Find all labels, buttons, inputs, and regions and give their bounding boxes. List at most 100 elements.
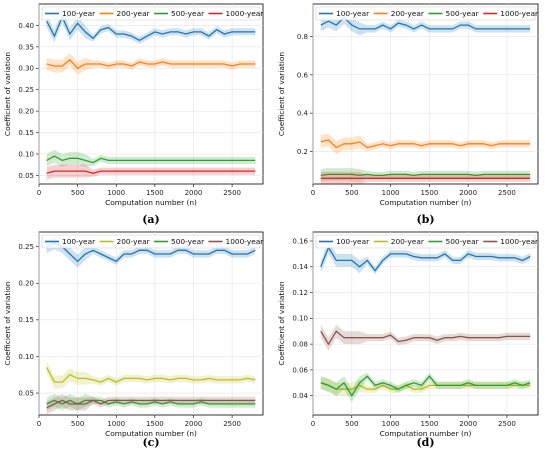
legend-box xyxy=(315,6,536,21)
x-tick-label: 1000 xyxy=(107,189,125,197)
x-tick-label: 0 xyxy=(37,189,41,197)
legend-label: 500-year xyxy=(171,9,205,18)
x-tick-label: 1000 xyxy=(107,420,125,428)
y-tick-label: 0.15 xyxy=(18,129,34,137)
legend-label: 1000-year xyxy=(500,9,539,18)
y-tick-label: 0.04 xyxy=(292,392,308,400)
y-tick-label: 0.15 xyxy=(18,316,34,324)
legend-label: 500-year xyxy=(446,237,480,246)
legend-label: 1000-year xyxy=(226,9,265,18)
chart-panel-1: 0.05 0.10 0.15 0.20 0.25 0.30 0.35 0.40 0 500 1000… xyxy=(3,3,265,226)
legend-box xyxy=(41,6,261,21)
legend-label: 100-year xyxy=(336,237,370,246)
x-tick-label: 2000 xyxy=(459,189,477,197)
legend-box xyxy=(41,234,261,249)
series-band-1000-year xyxy=(46,164,256,180)
x-tick-label: 500 xyxy=(71,420,84,428)
series-line-1000-year xyxy=(46,170,256,174)
series-500-year xyxy=(320,372,531,403)
plot-area xyxy=(312,3,539,185)
series-1000-year xyxy=(320,171,531,185)
legend: 100-year 200-year 500-year 1000-year xyxy=(41,234,264,249)
series-line-1000-year xyxy=(320,330,531,346)
x-tick-label: 2500 xyxy=(223,189,241,197)
y-axis-label: Coefficient of variation xyxy=(3,52,12,136)
x-axis-label: Computation number (n) xyxy=(105,429,197,438)
series-100-year xyxy=(46,236,256,268)
x-tick-label: 1500 xyxy=(420,189,438,197)
series-band-100-year xyxy=(46,10,256,44)
legend-label: 200-year xyxy=(391,9,425,18)
series-line-100-year xyxy=(46,15,256,42)
legend-label: 100-year xyxy=(336,9,370,18)
plot-area xyxy=(38,231,264,416)
series-band-500-year xyxy=(320,372,531,403)
panel-caption: (b) xyxy=(416,213,434,226)
x-axis-label: Computation number (n) xyxy=(380,198,472,207)
x-axis-label: Computation number (n) xyxy=(105,198,197,207)
y-tick-label: 0.05 xyxy=(18,172,34,180)
series-band-500-year xyxy=(46,149,256,167)
x-tick-label: 1500 xyxy=(146,420,164,428)
chart-panel-3: 0.05 0.10 0.15 0.20 0.25 0 500 1000 1500 2000 2500… xyxy=(3,231,264,449)
x-tick-label: 1000 xyxy=(382,420,400,428)
legend-label: 200-year xyxy=(391,237,425,246)
series-line-100-year xyxy=(320,16,531,30)
x-tick-label: 2000 xyxy=(459,420,477,428)
series-line-500-year xyxy=(320,375,531,397)
series-100-year xyxy=(320,241,531,275)
series-line-1000-year xyxy=(46,399,256,409)
legend-label: 100-year xyxy=(62,9,96,18)
y-axis-label: Coefficient of variation xyxy=(3,281,12,365)
y-tick-label: 0.8 xyxy=(297,33,308,41)
series-line-500-year xyxy=(320,173,531,177)
series-line-500-year xyxy=(46,399,256,405)
series-1000-year xyxy=(46,393,256,415)
y-tick-label: 0.06 xyxy=(292,366,308,374)
x-tick-label: 1000 xyxy=(382,189,400,197)
series-band-200-year xyxy=(320,133,531,154)
y-tick-label: 0.20 xyxy=(18,108,34,116)
x-tick-label: 2500 xyxy=(223,420,241,428)
y-tick-label: 0.05 xyxy=(18,389,34,397)
y-tick-label: 0.2 xyxy=(297,148,308,156)
series-line-100-year xyxy=(320,246,531,272)
x-tick-label: 0 xyxy=(311,420,315,428)
series-band-500-year xyxy=(46,393,256,411)
y-tick-label: 0.16 xyxy=(292,237,308,245)
y-tick-label: 0.12 xyxy=(292,289,308,297)
series-line-200-year xyxy=(46,367,256,383)
legend-label: 100-year xyxy=(62,237,96,246)
series-1000-year xyxy=(46,164,256,180)
x-tick-label: 1500 xyxy=(146,189,164,197)
legend-label: 500-year xyxy=(446,9,480,18)
legend: 100-year 200-year 500-year 1000-year xyxy=(315,6,539,21)
panel-caption: (d) xyxy=(416,436,434,449)
x-tick-label: 500 xyxy=(345,189,358,197)
y-tick-label: 0.35 xyxy=(18,43,34,51)
series-line-100-year xyxy=(46,242,256,263)
legend-label: 200-year xyxy=(117,9,151,18)
x-tick-label: 500 xyxy=(71,189,84,197)
series-100-year xyxy=(320,11,531,36)
legend: 100-year 200-year 500-year 1000-year xyxy=(315,234,539,249)
y-tick-label: 0.10 xyxy=(18,353,34,361)
y-axis-label: Coefficient of variation xyxy=(277,52,286,136)
legend-label: 500-year xyxy=(171,237,205,246)
legend-label: 1000-year xyxy=(500,237,539,246)
series-200-year xyxy=(46,53,256,75)
x-tick-label: 500 xyxy=(345,420,358,428)
legend-box xyxy=(315,234,536,249)
panel-caption: (c) xyxy=(142,436,159,449)
x-tick-label: 0 xyxy=(311,189,315,197)
x-tick-label: 2000 xyxy=(185,420,203,428)
chart-panel-2: 0.2 0.4 0.6 0.8 0 500 1000 1500 2000 2500 100-year… xyxy=(277,3,539,226)
x-tick-label: 2500 xyxy=(498,420,516,428)
y-tick-label: 0.10 xyxy=(292,315,308,323)
x-tick-label: 1500 xyxy=(420,420,438,428)
y-tick-label: 0.10 xyxy=(18,150,34,158)
series-1000-year xyxy=(320,324,531,351)
series-line-500-year xyxy=(46,155,256,164)
y-tick-label: 0.20 xyxy=(18,280,34,288)
